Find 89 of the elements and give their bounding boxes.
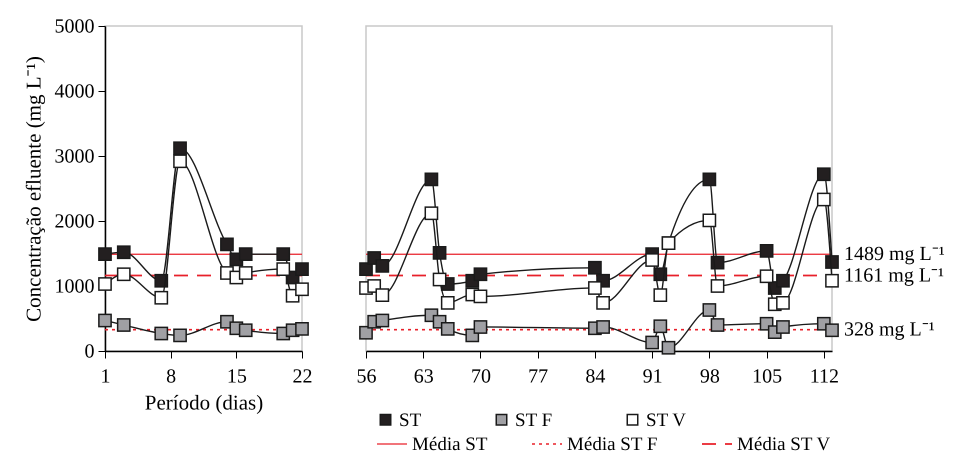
point bbox=[295, 282, 309, 296]
point bbox=[596, 296, 610, 310]
point bbox=[474, 320, 488, 334]
point bbox=[238, 323, 253, 338]
legend-label: Média ST F bbox=[567, 434, 658, 455]
point bbox=[375, 314, 390, 328]
point bbox=[645, 336, 660, 350]
point bbox=[295, 262, 309, 276]
x-tick-label: 112 bbox=[810, 366, 839, 388]
point bbox=[474, 267, 488, 282]
y-tick-label: 4000 bbox=[54, 80, 94, 102]
point bbox=[825, 274, 839, 288]
point bbox=[116, 245, 131, 260]
y-tick-label: 5000 bbox=[54, 16, 94, 38]
point bbox=[702, 213, 716, 228]
point bbox=[776, 296, 790, 310]
point bbox=[173, 328, 187, 342]
point bbox=[238, 266, 253, 280]
point bbox=[440, 296, 455, 310]
point bbox=[702, 303, 716, 317]
point bbox=[760, 269, 774, 284]
text: 328 mg L⁻¹ bbox=[844, 318, 935, 341]
y-tick-label: 0 bbox=[84, 340, 94, 362]
point bbox=[432, 246, 446, 260]
legend-label: ST F bbox=[515, 410, 552, 431]
legend-label: ST V bbox=[646, 410, 686, 431]
point bbox=[825, 323, 839, 338]
point bbox=[359, 262, 373, 276]
point bbox=[276, 247, 290, 262]
point bbox=[98, 277, 112, 291]
point bbox=[816, 192, 831, 206]
point bbox=[588, 281, 602, 295]
y-tick-label: 3000 bbox=[54, 146, 94, 168]
point bbox=[702, 172, 716, 186]
point bbox=[645, 253, 660, 267]
point bbox=[116, 267, 131, 282]
point bbox=[776, 274, 790, 288]
x-tick-label: 22 bbox=[292, 366, 312, 388]
point bbox=[816, 167, 831, 182]
point bbox=[375, 288, 390, 302]
point bbox=[424, 206, 438, 220]
point bbox=[375, 258, 390, 273]
point bbox=[440, 322, 455, 336]
point bbox=[173, 154, 187, 168]
x-tick-label: 1 bbox=[100, 366, 110, 388]
point bbox=[220, 238, 234, 252]
text: 1161 mg L⁻¹ bbox=[844, 264, 944, 287]
x-tick-label: 15 bbox=[226, 366, 247, 388]
point bbox=[710, 256, 724, 270]
x-tick-label: 98 bbox=[700, 366, 720, 388]
text: 1489 mg L⁻¹ bbox=[844, 243, 945, 266]
point bbox=[432, 272, 446, 286]
x-axis-title: Período (dias) bbox=[144, 390, 264, 414]
point bbox=[760, 244, 774, 258]
point bbox=[295, 322, 309, 336]
legend-label: ST bbox=[399, 410, 422, 431]
point bbox=[588, 260, 602, 275]
x-tick-label: 84 bbox=[585, 366, 606, 388]
x-tick-label: 70 bbox=[470, 366, 491, 388]
y-tick-label: 2000 bbox=[54, 210, 94, 232]
x-tick-label: 56 bbox=[356, 366, 376, 388]
x-tick-label: 63 bbox=[414, 366, 434, 388]
x-tick-label: 8 bbox=[166, 366, 176, 388]
point bbox=[173, 141, 187, 156]
x-tick-label: 105 bbox=[752, 366, 782, 388]
legend-label: Média ST V bbox=[737, 434, 831, 455]
x-tick-label: 77 bbox=[528, 366, 548, 388]
point bbox=[98, 314, 112, 328]
x-tick-label: 91 bbox=[642, 366, 663, 388]
point bbox=[710, 279, 724, 293]
y-axis-title: Concentração efluente (mg L⁻¹) bbox=[22, 56, 46, 322]
point bbox=[238, 247, 253, 262]
point bbox=[154, 326, 168, 340]
point bbox=[359, 326, 373, 340]
point bbox=[424, 172, 438, 186]
point bbox=[276, 262, 290, 276]
point bbox=[710, 318, 724, 332]
point bbox=[596, 320, 610, 334]
point bbox=[474, 290, 488, 304]
point bbox=[116, 318, 131, 332]
y-tick-label: 1000 bbox=[54, 276, 94, 298]
point bbox=[662, 340, 676, 355]
legend-label: Média ST bbox=[412, 434, 488, 455]
point bbox=[98, 247, 112, 262]
point bbox=[776, 320, 790, 334]
point bbox=[825, 255, 839, 269]
point bbox=[154, 290, 168, 305]
point bbox=[653, 288, 668, 302]
point bbox=[653, 319, 668, 334]
